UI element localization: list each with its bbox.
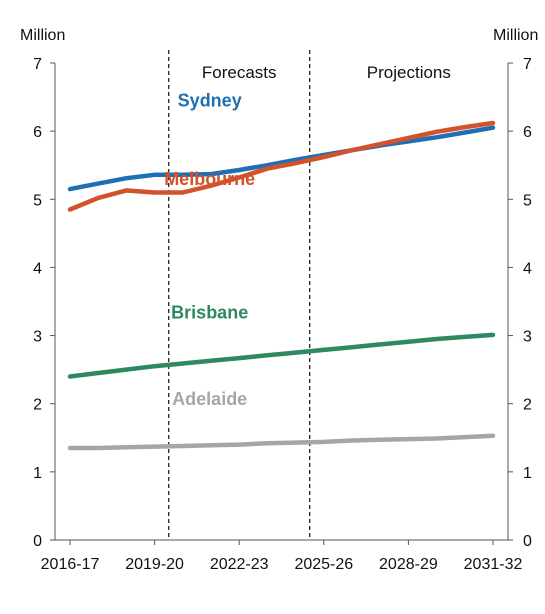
y-tick-label-right: 5 [523,192,532,209]
series-label: Sydney [178,91,242,111]
series-line [67,332,496,379]
y-tick-label-left: 5 [33,192,42,209]
y-tick-label-right: 6 [523,124,532,141]
y-tick-label-left: 3 [33,329,42,346]
region-label: Projections [367,63,451,82]
x-tick-label: 2025-26 [294,556,353,573]
series-line [67,433,496,451]
y-axis-unit-left: Million [20,27,65,44]
y-tick-label-left: 2 [33,397,42,414]
x-tick-label: 2028-29 [379,556,438,573]
series-line [67,125,496,192]
y-tick-label-left: 4 [33,260,42,277]
y-tick-label-right: 4 [523,260,532,277]
series-line [67,120,496,212]
x-tick-label: 2031-32 [464,556,523,573]
x-tick-label: 2016-17 [41,556,100,573]
y-tick-label-right: 2 [523,397,532,414]
y-tick-label-right: 0 [523,533,532,550]
y-tick-label-left: 0 [33,533,42,550]
x-tick-label: 2019-20 [125,556,184,573]
y-tick-label-left: 7 [33,56,42,73]
region-label: Forecasts [202,63,277,82]
y-tick-label-left: 6 [33,124,42,141]
x-tick-label: 2022-23 [210,556,269,573]
y-axis-unit-right: Million [493,27,538,44]
y-tick-label-right: 3 [523,329,532,346]
series-label: Melbourne [164,169,255,189]
y-tick-label-right: 7 [523,56,532,73]
y-tick-label-right: 1 [523,465,532,482]
y-tick-label-left: 1 [33,465,42,482]
series-label: Brisbane [171,303,248,323]
series-label: Adelaide [172,389,247,409]
